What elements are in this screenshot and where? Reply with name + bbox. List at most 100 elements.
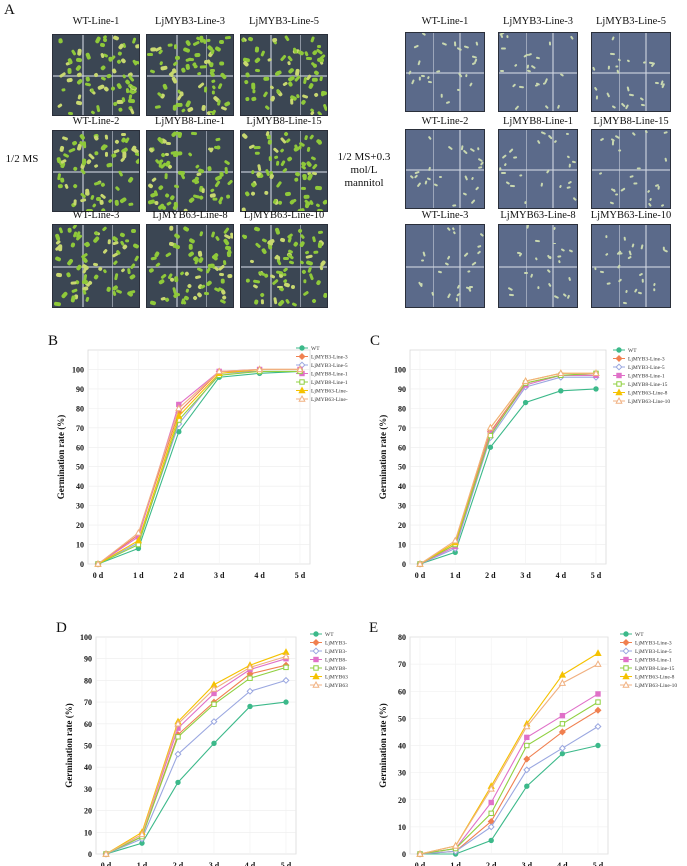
chart-e-data-point — [488, 837, 494, 844]
chart-e-data-point — [487, 823, 495, 831]
plate-label-mannitol-ljmyb63-line-8: LjMYB63-Line-8 — [500, 210, 576, 221]
right-condition-line-1: 1/2 MS+0.3 — [337, 151, 391, 163]
left-condition-label: 1/2 MS — [5, 153, 39, 165]
chart-b-legend-marker — [299, 345, 305, 351]
chart-d-data-point — [211, 740, 217, 747]
chart-c-ytick-label: 100 — [394, 365, 406, 374]
chart-d-legend-label: LjMYB3- — [325, 649, 347, 655]
chart-d-ytick-label: 60 — [84, 720, 92, 729]
chart-b-legend-marker — [299, 379, 305, 385]
chart-b-xtick-label: 4 d — [254, 571, 265, 580]
plate-photo-mannitol — [591, 32, 671, 112]
chart-c-series-line — [419, 372, 596, 565]
chart-e-data-point — [594, 649, 602, 656]
chart-d-legend-label: LjMYB3- — [325, 641, 347, 647]
plate-photo-mannitol — [405, 129, 485, 209]
chart-c-legend-label: WT — [628, 348, 637, 354]
chart-b-xtick-label: 3 d — [214, 571, 225, 580]
chart-d-legend-label: LjMYB63 — [325, 683, 348, 689]
chart-d-legend-marker — [313, 631, 319, 637]
chart-c-data-point — [487, 444, 494, 450]
chart-c-series-line — [419, 372, 597, 565]
chart-d-data-point — [246, 663, 254, 671]
right-condition-line-3: mannitol — [344, 177, 384, 189]
chart-c-ytick-label: 70 — [398, 424, 406, 433]
chart-d-legend-marker — [312, 638, 320, 647]
chart-e-ytick-label: 10 — [398, 823, 406, 832]
chart-e-data-point — [559, 712, 566, 719]
chart-b-ytick-label: 90 — [76, 385, 84, 394]
chart-b-data-point — [94, 559, 102, 567]
chart-e-ytick-label: 30 — [398, 769, 406, 778]
chart-d-ytick-label: 50 — [84, 742, 92, 751]
chart-c-series-line — [419, 388, 597, 565]
chart-c-xtick-label: 2 d — [485, 571, 496, 580]
chart-d-data-point — [247, 675, 253, 681]
chart-b-xtick-label: 1 d — [133, 571, 144, 580]
chart-b-legend-label: LjMYB63-Line- — [311, 389, 348, 395]
chart-d-data-point — [283, 664, 289, 671]
chart-e-data-point — [594, 723, 602, 731]
chart-e-legend-label: LjMYB8-Line-1 — [635, 658, 672, 664]
chart-e-data-point — [558, 670, 567, 678]
chart-b-series-line — [97, 370, 301, 565]
plate-label-mannitol-ljmyb8-line-1: LjMYB8-Line-1 — [503, 116, 573, 127]
chart-d-data-point — [175, 779, 181, 786]
chart-e-xtick-label: 4 d — [557, 861, 568, 866]
plate-label-mannitol-ljmyb8-line-15: LjMYB8-Line-15 — [593, 116, 669, 127]
chart-d-xtick-label: 2 d — [173, 861, 184, 866]
chart-d-series-line — [105, 651, 287, 855]
chart-e-legend-label: LjMYB63-Line-10 — [635, 683, 677, 689]
chart-c-ytick-label: 50 — [398, 463, 406, 472]
chart-e-data-point — [558, 728, 566, 736]
chart-c-xtick-label: 3 d — [520, 571, 531, 580]
plate-label-mannitol-wt-line-2: WT-Line-2 — [421, 116, 469, 127]
chart-d-legend-marker — [312, 672, 320, 680]
chart-e-legend-marker — [623, 631, 629, 637]
chart-c-legend-marker — [615, 396, 623, 404]
right-condition-line-2: mol/L — [350, 164, 378, 176]
plate-photo-ms — [146, 130, 234, 212]
chart-b-legend-label: LjMYB3-Line-3 — [311, 355, 348, 361]
chart-c-legend-marker — [615, 363, 623, 371]
chart-e-data-point — [594, 660, 602, 667]
chart-b-data-point — [175, 404, 183, 412]
chart-e-legend-label: LjMYB63-Line-8 — [635, 675, 675, 681]
chart-d-legend-label: WT — [325, 632, 334, 638]
chart-d-data-point — [282, 652, 290, 660]
chart-e-data-point — [451, 841, 460, 849]
chart-e-ytick-label: 0 — [402, 850, 406, 859]
chart-d-legend-label: LjMYB8- — [325, 666, 347, 672]
chart-e-series-line — [419, 726, 599, 855]
chart-b-ytick-label: 100 — [72, 365, 84, 374]
chart-e-data-point — [524, 742, 530, 749]
chart-c-legend-label: LjMYB8-Line-1 — [628, 374, 665, 380]
chart-d-ytick-label: 90 — [84, 655, 92, 664]
chart-b-plot-area — [87, 349, 311, 565]
chart-b-legend-label: LjMYB8-Line-1 — [311, 380, 348, 386]
chart-e-data-point — [523, 722, 531, 730]
chart-d-data-point — [102, 849, 110, 857]
chart-e-xtick-label: 2 d — [486, 861, 497, 866]
chart-b-ytick-label: 60 — [76, 443, 84, 452]
chart-c-ytick-label: 10 — [398, 541, 406, 550]
chart-e-data-point — [416, 849, 424, 857]
chart-b-data-point — [176, 429, 182, 435]
chart-c-xtick-label: 1 d — [450, 571, 461, 580]
chart-c-data-point — [592, 369, 600, 377]
plate-label-mannitol-wt-line-3: WT-Line-3 — [421, 210, 469, 221]
chart-b-series-line — [97, 368, 300, 565]
chart-b-data-point — [296, 365, 304, 373]
chart-d-data-point — [282, 676, 290, 684]
plate-label-ms-ljmyb8-line-1: LjMYB8-Line-1 — [155, 116, 225, 127]
plate-photo-mannitol — [498, 32, 578, 112]
plate-label-ms-wt-line-3: WT-Line-3 — [72, 210, 120, 221]
chart-e-xtick-label: 1 d — [450, 861, 461, 866]
chart-b-data-point — [134, 528, 143, 536]
chart-d-legend-label: LjMYB8- — [325, 658, 347, 664]
chart-c-legend-label: LjMYB63-Line-8 — [628, 391, 668, 397]
chart-d-legend-marker — [312, 680, 320, 688]
chart-d-legend-marker — [313, 656, 319, 663]
chart-e-ytick-label: 70 — [398, 660, 406, 669]
chart-b-xtick-label: 2 d — [174, 571, 185, 580]
